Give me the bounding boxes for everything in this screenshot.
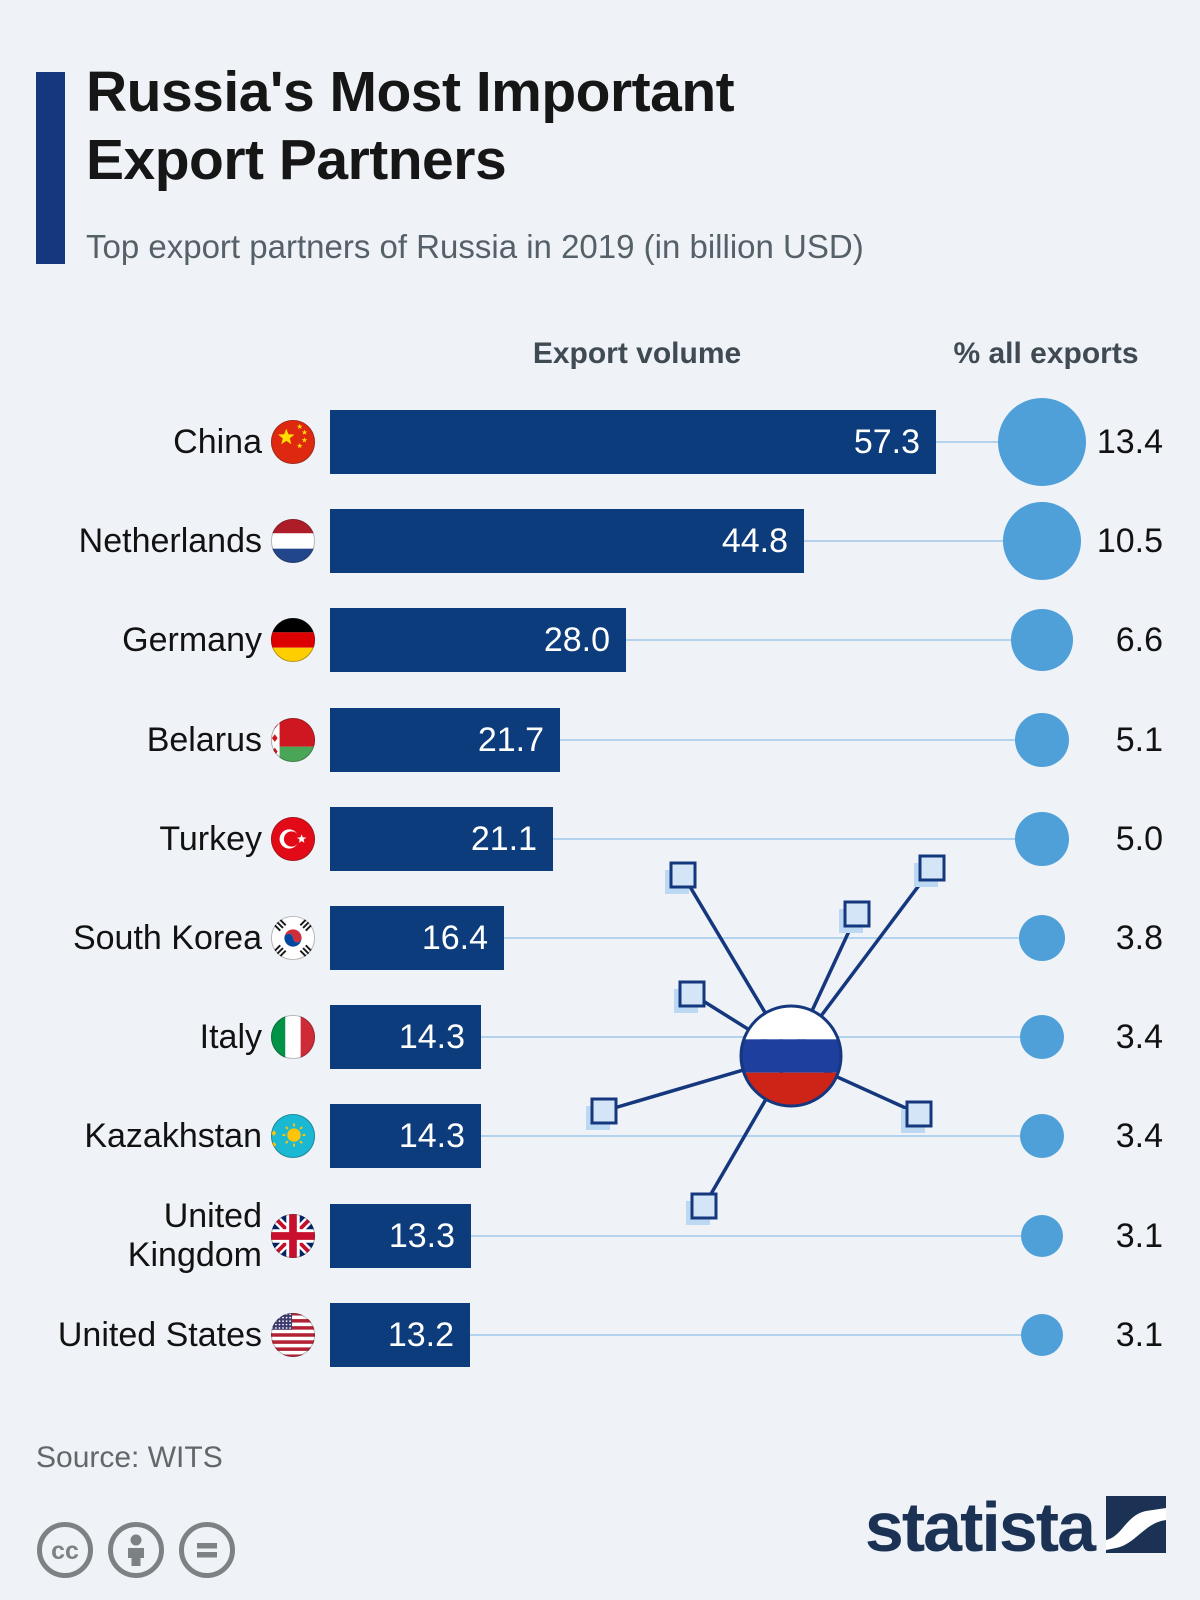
germany-flag-icon [270,617,316,663]
export-bar: 13.3 [330,1204,471,1268]
export-bar: 14.3 [330,1104,481,1168]
export-value: 14.3 [398,1117,465,1155]
pct-value: 6.6 [1115,620,1163,659]
export-value: 44.8 [721,522,788,560]
export-bar: 21.7 [330,708,560,772]
source-text: Source: WITS [36,1441,223,1474]
export-value: 57.3 [853,423,920,461]
export-value: 21.1 [470,820,537,858]
svg-text:cc: cc [51,1537,79,1565]
cc-license-icons: cc [36,1521,236,1584]
country-label: United States [57,1315,262,1354]
connector-line [626,639,1012,641]
export-value: 28.0 [543,621,610,659]
export-value: 13.3 [388,1217,455,1255]
pct-bubble [1015,812,1069,866]
title-accent-bar [36,72,65,264]
pct-bubble [1020,1313,1064,1357]
cc-icon: cc [36,1521,94,1584]
china-flag-icon [270,419,316,465]
united-states-flag-icon [270,1312,316,1358]
pct-value: 3.1 [1115,1216,1163,1255]
column-header-pct-exports: % all exports [953,337,1139,370]
connector-line [936,441,999,443]
connector-line [553,838,1016,840]
country-label: Netherlands [78,521,262,560]
pct-bubble [1018,914,1066,962]
country-label: United Kingdom [127,1197,262,1274]
pct-value: 10.5 [1096,521,1163,560]
connector-line [470,1334,1021,1336]
kazakhstan-flag-icon [270,1113,316,1159]
south-korea-flag-icon [270,915,316,961]
connector-line [560,739,1015,741]
country-label: Kazakhstan [84,1116,262,1155]
no-derivatives-icon [178,1521,236,1584]
statista-logo-mark-icon [1106,1496,1166,1558]
export-bar: 16.4 [330,906,504,970]
pct-value: 3.8 [1115,918,1163,957]
turkey-flag-icon [270,816,316,862]
country-label: Germany [122,620,262,659]
italy-flag-icon [270,1014,316,1060]
page-subtitle: Top export partners of Russia in 2019 (i… [86,228,864,265]
column-header-export-volume: Export volume [532,337,742,370]
export-bar: 13.2 [330,1303,470,1367]
statista-logo: statista [864,1488,1166,1566]
page-title: Russia's Most Important Export Partners [86,60,735,193]
country-label: Turkey [159,819,262,858]
united-kingdom-flag-icon [270,1213,316,1259]
export-bar: 14.3 [330,1005,481,1069]
country-label: South Korea [72,918,262,957]
attribution-icon [107,1521,165,1584]
export-bar: 57.3 [330,410,936,474]
country-label: Belarus [146,720,262,759]
pct-bubble [1003,502,1081,580]
export-bar: 28.0 [330,608,626,672]
belarus-flag-icon [270,717,316,763]
export-bar: 44.8 [330,509,804,573]
connector-line [481,1135,1020,1137]
pct-value: 3.4 [1115,1116,1163,1155]
connector-line [471,1235,1021,1237]
export-value: 14.3 [398,1018,465,1056]
statista-logo-text: statista [864,1488,1096,1566]
pct-bubble [1019,1113,1065,1159]
pct-bubble [998,398,1086,486]
pct-value: 3.4 [1115,1017,1163,1056]
pct-value: 3.1 [1115,1315,1163,1354]
pct-bubble [1011,609,1073,671]
pct-bubble [1014,712,1070,768]
country-label: China [173,422,262,461]
export-value: 13.2 [387,1316,454,1354]
netherlands-flag-icon [270,518,316,564]
country-label: Italy [199,1017,262,1056]
export-bar: 21.1 [330,807,553,871]
connector-line [804,540,1004,542]
pct-value: 5.1 [1115,720,1163,759]
connector-line [481,1036,1020,1038]
pct-bubble [1020,1214,1064,1258]
pct-value: 5.0 [1115,819,1163,858]
pct-value: 13.4 [1096,422,1163,461]
export-value: 16.4 [421,919,488,957]
pct-bubble [1019,1014,1065,1060]
connector-line [504,937,1019,939]
export-value: 21.7 [477,721,544,759]
